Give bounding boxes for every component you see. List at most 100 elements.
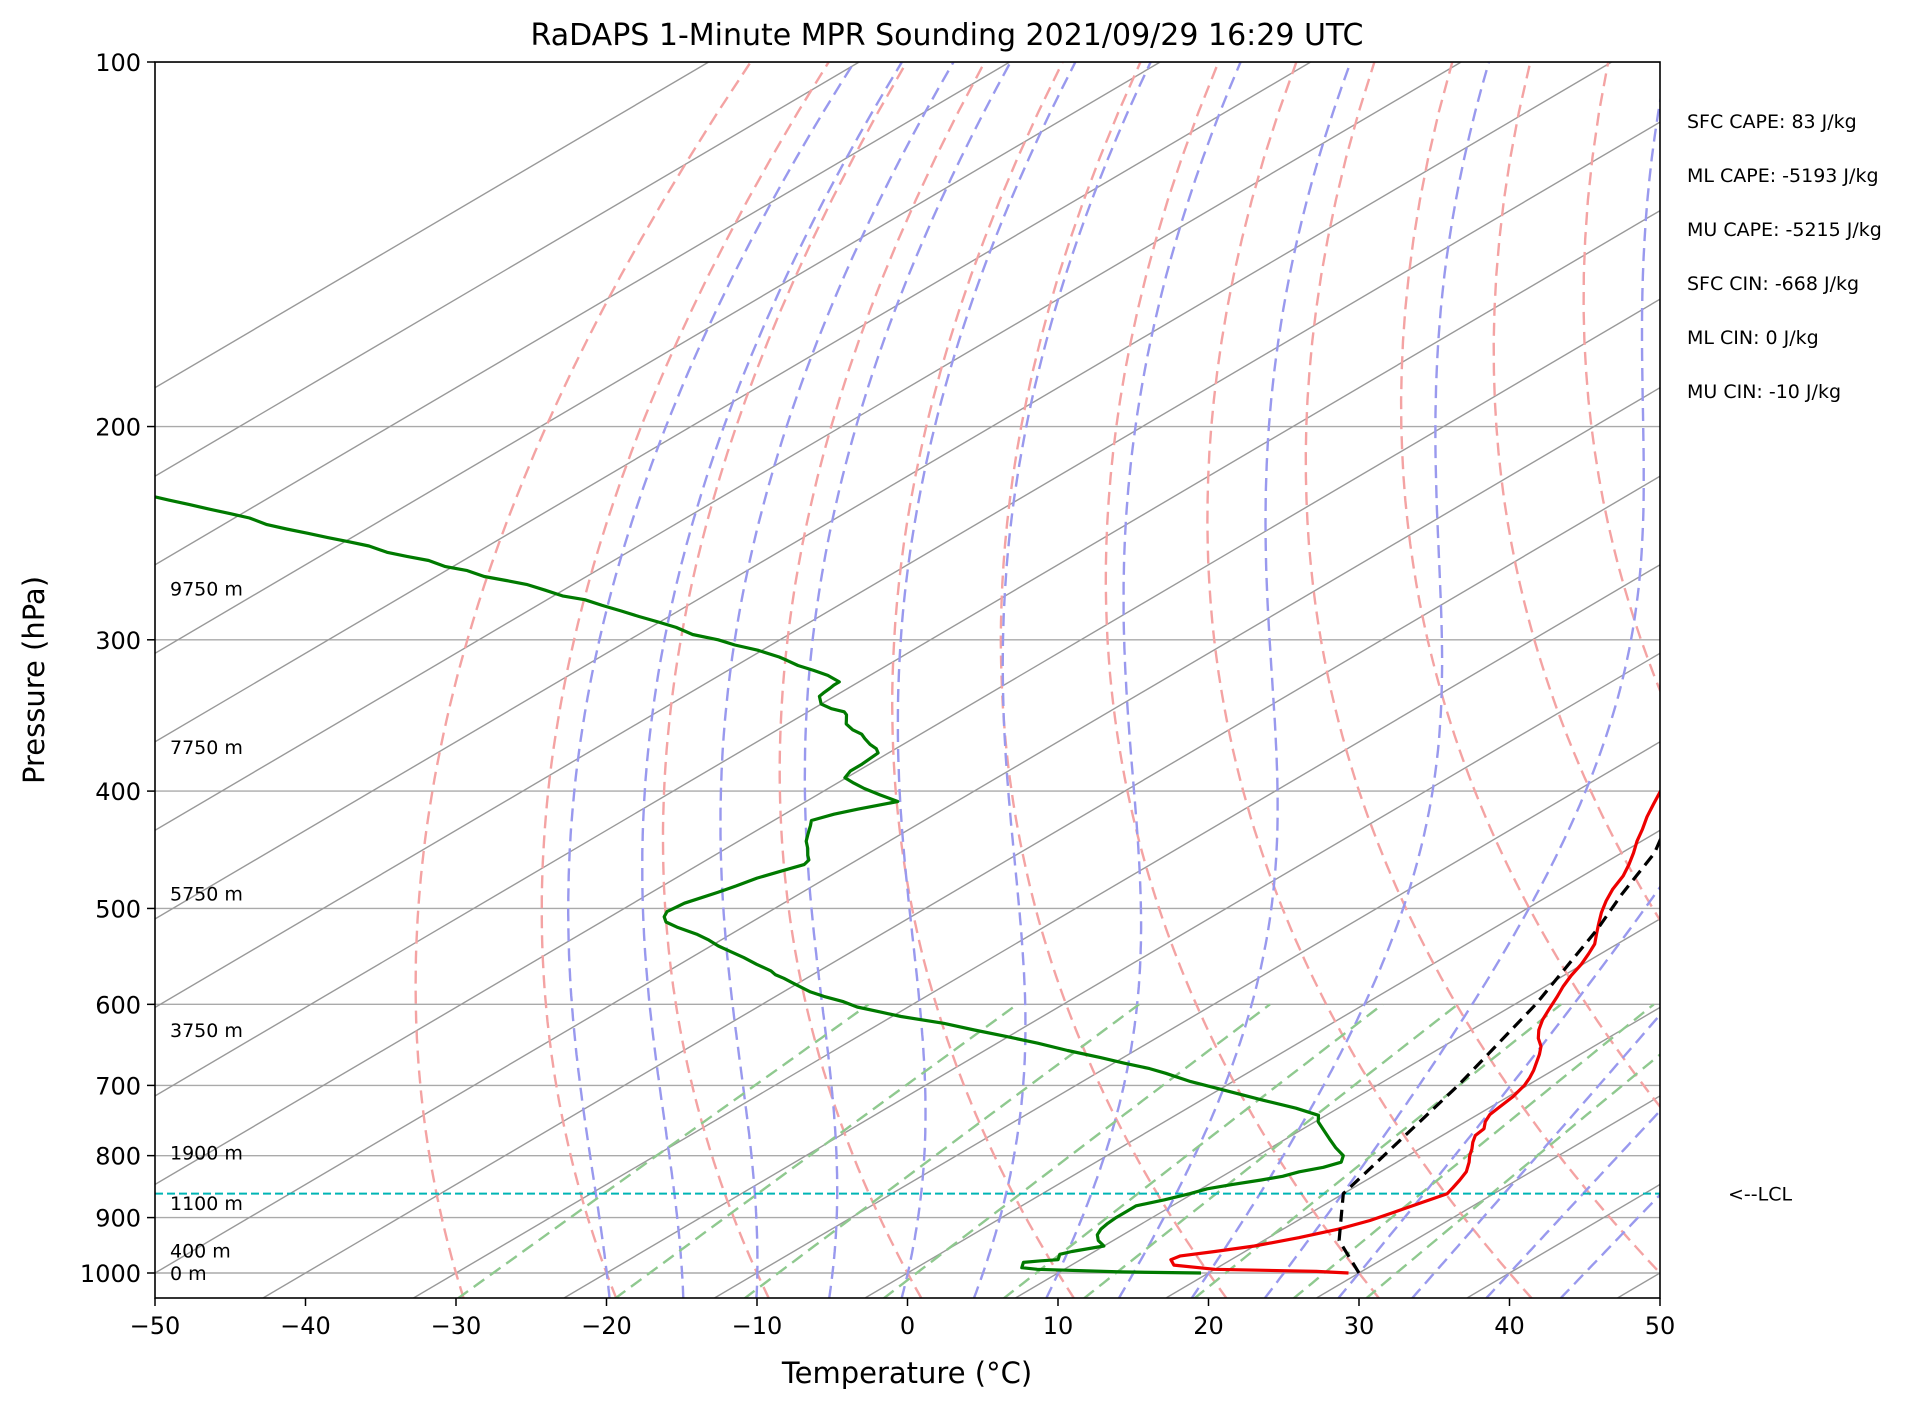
dry-adiabat-line bbox=[1671, 62, 1926, 1299]
dry-adiabat-line bbox=[1919, 62, 1926, 1299]
dry-adiabat-line bbox=[1582, 62, 1660, 694]
height-label: 7750 m bbox=[170, 737, 243, 759]
x-tick-label: −10 bbox=[732, 1312, 783, 1340]
moist-adiabat-line bbox=[641, 62, 903, 1298]
isotherm-line bbox=[155, 62, 1161, 655]
height-label: 3750 m bbox=[170, 1020, 243, 1042]
x-tick-label: −50 bbox=[130, 1312, 181, 1340]
stat-label: ML CAPE: -5193 J/kg bbox=[1687, 165, 1879, 187]
height-label: 1900 m bbox=[170, 1142, 243, 1164]
moist-adiabat-line bbox=[1410, 1013, 1660, 1298]
x-tick-label: −40 bbox=[280, 1312, 331, 1340]
x-tick-label: 0 bbox=[900, 1312, 915, 1340]
height-label: 9750 m bbox=[170, 578, 243, 600]
y-tick-label: 700 bbox=[95, 1072, 141, 1100]
chart-title: RaDAPS 1-Minute MPR Sounding 2021/09/29 … bbox=[531, 18, 1364, 53]
x-tick-label: 20 bbox=[1193, 1312, 1224, 1340]
isotherm-line bbox=[1164, 1006, 1660, 1298]
mixing-ratio-line bbox=[1193, 1003, 1562, 1298]
moist-adiabat-line bbox=[1263, 95, 1660, 1298]
y-tick-label: 400 bbox=[95, 778, 141, 806]
isotherm-line bbox=[713, 741, 1660, 1298]
x-tick-label: 50 bbox=[1645, 1312, 1676, 1340]
dry-adiabat-line bbox=[1492, 62, 1660, 923]
lcl-label: <--LCL bbox=[1728, 1184, 1792, 1206]
dry-adiabat-line bbox=[999, 62, 1228, 1298]
stat-label: ML CIN: 0 J/kg bbox=[1687, 327, 1819, 349]
isotherm-line bbox=[1014, 918, 1660, 1298]
mixing-ratio-line bbox=[882, 1003, 1271, 1298]
moist-adiabat-line bbox=[719, 62, 955, 1298]
mixing-ratio-line bbox=[1365, 1053, 1660, 1298]
parcel-line bbox=[1337, 836, 1660, 1274]
stat-label: MU CAPE: -5215 J/kg bbox=[1687, 219, 1882, 241]
height-label: 5750 m bbox=[170, 884, 243, 906]
plot-frame bbox=[154, 61, 1661, 1299]
isotherm-line bbox=[155, 298, 1660, 1186]
dry-adiabat-line bbox=[778, 62, 986, 1298]
x-tick-label: −30 bbox=[431, 1312, 482, 1340]
moist-adiabat-line bbox=[1117, 62, 1352, 1298]
y-tick-label: 500 bbox=[95, 895, 141, 923]
mixing-ratio-line bbox=[1082, 1003, 1459, 1298]
mixing-ratio-line bbox=[743, 1003, 1140, 1298]
moist-adiabat-line bbox=[896, 62, 1077, 1298]
y-tick-label: 300 bbox=[95, 627, 141, 655]
x-tick-label: 10 bbox=[1043, 1312, 1074, 1340]
moist-adiabat-line bbox=[567, 62, 856, 1298]
dry-adiabat-line bbox=[890, 62, 1076, 1298]
height-label: 0 m bbox=[170, 1263, 207, 1285]
isotherm-line bbox=[155, 62, 1312, 743]
isotherm-line bbox=[863, 829, 1660, 1298]
background-lines bbox=[155, 62, 1926, 1299]
dry-adiabat-line bbox=[1399, 62, 1660, 1109]
temperature-line bbox=[1169, 789, 1660, 1275]
mixing-ratio-line bbox=[1292, 1003, 1655, 1298]
y-tick-label: 200 bbox=[95, 414, 141, 442]
y-tick-label: 600 bbox=[95, 991, 141, 1019]
dry-adiabat-line bbox=[1839, 62, 1926, 1299]
y-tick-label: 900 bbox=[95, 1205, 141, 1233]
mixing-ratio-line bbox=[614, 1003, 1019, 1298]
dry-adiabat-line bbox=[1304, 62, 1660, 1275]
x-axis-label: Temperature (°C) bbox=[781, 1356, 1032, 1390]
mixing-ratio-line bbox=[456, 1003, 870, 1298]
x-tick-label: −20 bbox=[581, 1312, 632, 1340]
dry-adiabat-line bbox=[1756, 62, 1926, 1299]
moist-adiabat-line bbox=[1045, 62, 1242, 1298]
isotherm-line bbox=[1465, 1183, 1660, 1298]
y-axis-ticks: 100 200 300 400 500 600 700 800 900 1000 bbox=[80, 49, 155, 1288]
dry-adiabat-line bbox=[661, 62, 908, 1298]
isotherm-line bbox=[1315, 1095, 1660, 1298]
y-tick-label: 800 bbox=[95, 1143, 141, 1171]
stability-indices: SFC CAPE: 83 J/kg ML CAPE: -5193 J/kg MU C… bbox=[1687, 111, 1882, 403]
x-axis-ticks: −50 −40 −30 −20 −10 0 10 20 30 40 50 bbox=[130, 1298, 1676, 1340]
isotherm-line bbox=[1616, 1272, 1660, 1298]
isotherm-line bbox=[562, 652, 1660, 1298]
isotherm-line bbox=[155, 62, 710, 389]
isotherm-line bbox=[155, 62, 1462, 832]
moist-adiabat-line bbox=[972, 62, 1152, 1298]
height-label: 400 m bbox=[170, 1240, 231, 1262]
moist-adiabat-line bbox=[803, 62, 1012, 1298]
isotherm-line bbox=[155, 62, 1011, 566]
moist-adiabat-line bbox=[1337, 885, 1660, 1298]
x-tick-label: 40 bbox=[1494, 1312, 1525, 1340]
isotherm-line bbox=[155, 62, 1613, 920]
moist-adiabat-line bbox=[1485, 1109, 1660, 1298]
dewpoint-line bbox=[155, 495, 1345, 1275]
dry-adiabat-line bbox=[414, 62, 752, 1298]
y-tick-label: 1000 bbox=[80, 1260, 141, 1288]
dry-adiabat-line bbox=[540, 62, 830, 1298]
height-label: 1100 m bbox=[170, 1193, 243, 1215]
isotherm-line bbox=[412, 563, 1660, 1298]
dry-adiabat-line bbox=[1104, 62, 1381, 1298]
isotherm-line bbox=[155, 386, 1660, 1274]
isotherm-line bbox=[155, 62, 860, 478]
stat-label: SFC CIN: -668 J/kg bbox=[1687, 273, 1859, 295]
isotherm-line bbox=[261, 475, 1660, 1298]
y-axis-label: Pressure (hPa) bbox=[17, 576, 51, 784]
sounding-lines bbox=[155, 495, 1660, 1275]
